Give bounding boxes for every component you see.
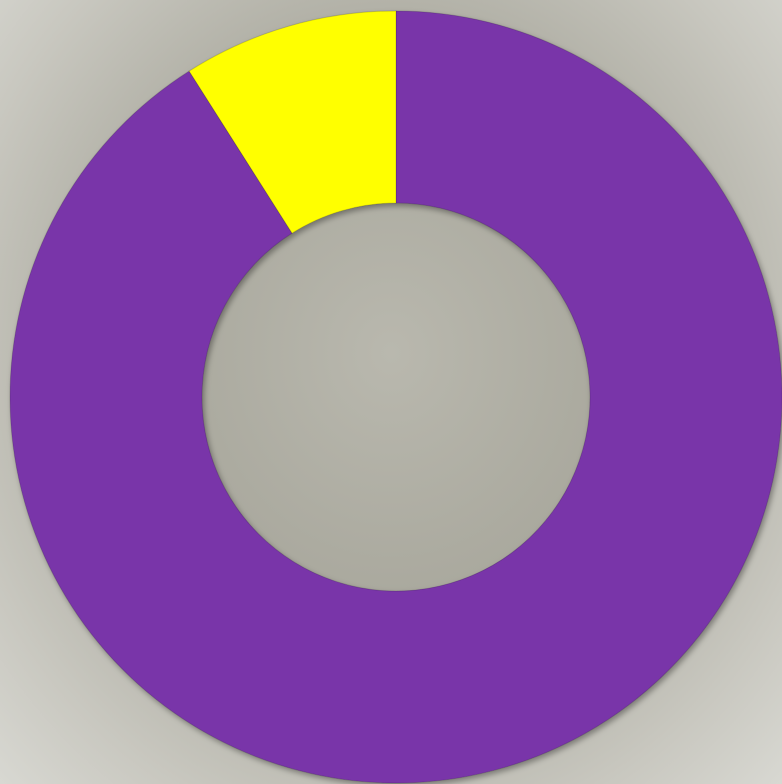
donut: [10, 11, 782, 783]
chart: [0, 0, 782, 784]
